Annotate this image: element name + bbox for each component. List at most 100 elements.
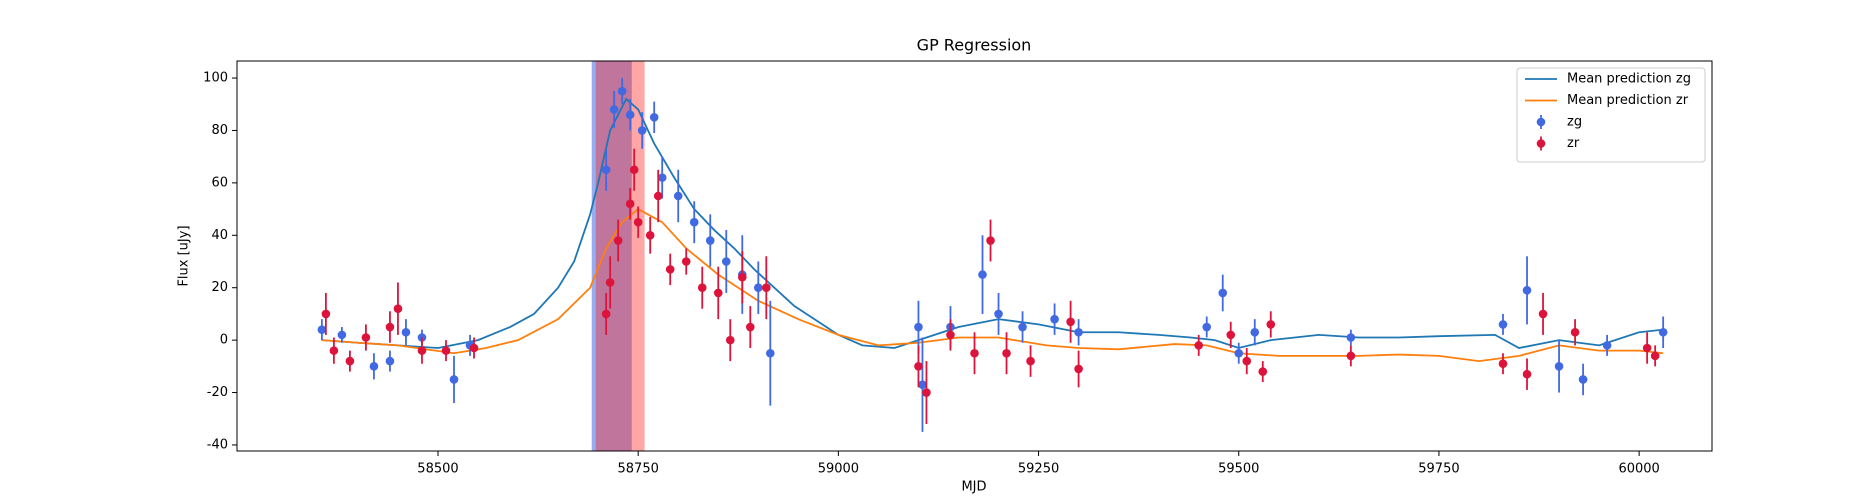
data-point [914,362,923,371]
data-point [1554,362,1564,371]
x-tick-label: 59000 [818,462,859,477]
data-point [1570,327,1580,337]
data-point [1498,320,1508,329]
data-point [1650,351,1660,361]
data-point [449,375,459,384]
chart-title: GP Regression [917,36,1032,55]
data-point [1074,364,1083,374]
data-point [914,322,923,332]
data-point [1602,341,1612,350]
data-point [1066,317,1075,327]
data-point [946,330,955,340]
data-point [649,113,659,122]
data-point [613,236,623,245]
data-point [1242,356,1252,366]
data-point [1194,341,1204,350]
data-point [762,283,771,293]
data-point [1018,322,1027,332]
data-point [713,288,723,298]
data-point [721,257,731,266]
data-point [653,191,663,201]
y-tick-label: 40 [211,228,228,243]
data-point [1522,369,1532,379]
data-point [745,322,755,332]
data-point [689,217,699,227]
data-point [1658,327,1668,337]
data-point [601,309,611,319]
data-point [629,165,639,175]
data-point [1346,351,1356,361]
x-tick-label: 59500 [1218,462,1259,477]
data-point [385,322,395,332]
data-point [681,257,691,266]
data-point [393,304,403,313]
data-point [609,105,619,114]
x-tick-label: 58750 [618,462,659,477]
data-point [1538,309,1548,319]
data-point [637,126,647,135]
x-tick-label: 59750 [1418,462,1459,477]
data-point [417,346,427,355]
data-point [1266,320,1276,329]
data-point [705,236,715,245]
x-tick-label: 59250 [1018,462,1059,477]
data-point [345,356,355,366]
data-point [1522,286,1532,295]
data-point [441,346,451,355]
data-point [625,110,635,120]
x-tick-label: 60000 [1618,462,1659,477]
y-axis-label: Flux [uJy] [177,225,192,286]
y-tick-label: -20 [207,385,228,400]
data-point [337,330,347,340]
data-point [605,278,615,287]
data-point [369,362,379,371]
data-point [766,348,775,358]
data-point [697,283,707,293]
x-axis-label: MJD [961,480,986,495]
data-point [1218,288,1228,298]
data-point [1250,327,1260,337]
legend-swatch [1536,139,1546,148]
data-point [617,86,627,96]
legend-box [1516,67,1706,163]
data-point [1346,333,1356,342]
data-point [994,309,1003,319]
y-tick-label: 0 [220,333,228,348]
data-point [321,309,331,319]
legend-label: Mean prediction zr [1567,93,1689,108]
data-point [601,165,611,175]
data-point [625,199,635,209]
data-point [645,230,655,240]
data-point [1642,343,1652,353]
data-point [385,356,395,366]
data-point [673,191,683,201]
y-tick-label: 100 [203,71,228,86]
legend-label: zr [1567,136,1580,151]
axes-frame [236,60,1713,452]
data-point [657,173,667,182]
data-point [1026,356,1035,366]
data-point [665,265,675,274]
data-point [753,283,763,293]
data-point [317,325,327,334]
data-point [1074,327,1083,337]
data-point [401,327,411,337]
data-point [978,270,987,279]
data-point [1578,375,1588,384]
data-point [1498,359,1508,369]
data-point [918,380,927,389]
plot-area [317,61,1668,451]
data-point [361,333,371,342]
data-point [329,346,339,355]
data-point [1202,322,1212,332]
data-point [737,272,747,282]
y-tick-label: 80 [211,123,228,138]
data-point [469,343,479,353]
data-point [725,335,735,345]
data-point [1226,330,1236,340]
data-point [1258,367,1268,376]
legend: Mean prediction zg Mean prediction zr zg zr [1516,67,1706,163]
x-tick-label: 58500 [417,462,458,477]
data-point [1234,348,1244,358]
